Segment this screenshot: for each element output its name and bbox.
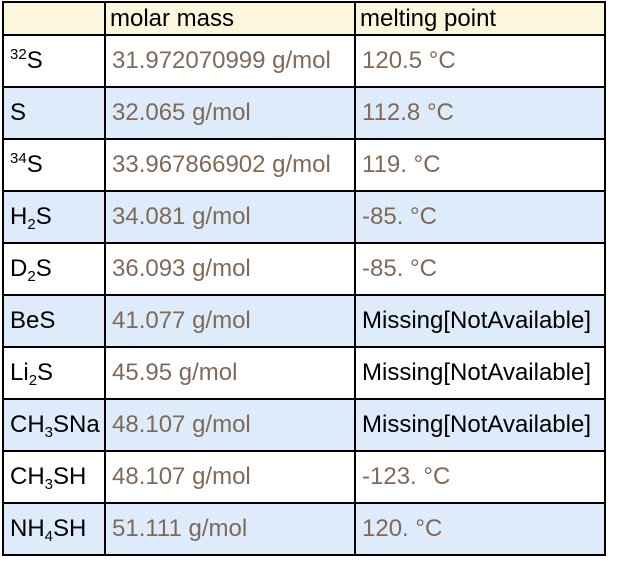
- substance-cell: CH3SNa: [2, 398, 106, 452]
- molar-mass-cell: 32.065 g/mol: [104, 86, 356, 140]
- molar-mass-cell: 48.107 g/mol: [104, 398, 356, 452]
- table-row: NH4SH 51.111 g/mol 120. °C: [2, 502, 606, 556]
- header-melting-point: melting point: [354, 1, 606, 36]
- melting-point-cell: Missing[NotAvailable]: [354, 294, 606, 348]
- formula-text: H: [10, 203, 28, 230]
- formula-text: S: [37, 359, 54, 386]
- formula-text: NH: [10, 515, 45, 542]
- formula-text: CH: [10, 411, 45, 438]
- substance-cell: H2S: [2, 190, 106, 244]
- header-molar-mass: molar mass: [104, 1, 356, 36]
- melting-point-cell: 119. °C: [354, 138, 606, 192]
- formula-subscript: 2: [27, 268, 36, 285]
- melting-point-cell: 120.5 °C: [354, 34, 606, 88]
- melting-point-cell: -85. °C: [354, 242, 606, 296]
- table-row: S 32.065 g/mol 112.8 °C: [2, 86, 606, 140]
- substances-table: molar mass melting point 32S 31.972070999…: [2, 1, 606, 556]
- melting-point-cell: 112.8 °C: [354, 86, 606, 140]
- molar-mass-cell: 45.95 g/mol: [104, 346, 356, 400]
- substance-cell: 34S: [2, 138, 106, 192]
- formula-text: SNa: [53, 411, 100, 438]
- molar-mass-cell: 33.967866902 g/mol: [104, 138, 356, 192]
- substance-cell: 32S: [2, 34, 106, 88]
- melting-point-cell: -85. °C: [354, 190, 606, 244]
- formula-subscript: 3: [44, 424, 54, 441]
- formula-text: S: [35, 255, 52, 282]
- molar-mass-cell: 31.972070999 g/mol: [104, 34, 356, 88]
- formula-text: BeS: [10, 307, 56, 334]
- formula-text: S: [35, 203, 52, 230]
- formula-text: S: [10, 99, 27, 126]
- molar-mass-cell: 34.081 g/mol: [104, 190, 356, 244]
- melting-point-cell: -123. °C: [354, 450, 606, 504]
- table-body: 32S 31.972070999 g/mol 120.5 °C S 32.065 g/m…: [2, 34, 606, 556]
- table-row: 34S 33.967866902 g/mol 119. °C: [2, 138, 606, 192]
- formula-subscript: 2: [27, 216, 36, 233]
- table-row: BeS 41.077 g/mol Missing[NotAvailable]: [2, 294, 606, 348]
- formula-text: Li: [10, 359, 29, 386]
- formula-text: S: [26, 47, 43, 74]
- table-row: D2S 36.093 g/mol -85. °C: [2, 242, 606, 296]
- molar-mass-cell: 51.111 g/mol: [104, 502, 356, 556]
- melting-point-cell: Missing[NotAvailable]: [354, 346, 606, 400]
- table-row: H2S 34.081 g/mol -85. °C: [2, 190, 606, 244]
- formula-text: D: [10, 255, 28, 282]
- table-row: CH3SNa 48.107 g/mol Missing[NotAvailable]: [2, 398, 606, 452]
- substance-cell: CH3SH: [2, 450, 106, 504]
- substance-cell: BeS: [2, 294, 106, 348]
- melting-point-cell: Missing[NotAvailable]: [354, 398, 606, 452]
- table-row: 32S 31.972070999 g/mol 120.5 °C: [2, 34, 606, 88]
- molar-mass-cell: 36.093 g/mol: [104, 242, 356, 296]
- formula-subscript: 3: [44, 476, 54, 493]
- header-row: molar mass melting point: [2, 1, 606, 36]
- formula-text: S: [26, 151, 43, 178]
- substance-cell: Li2S: [2, 346, 106, 400]
- melting-point-cell: 120. °C: [354, 502, 606, 556]
- table-row: Li2S 45.95 g/mol Missing[NotAvailable]: [2, 346, 606, 400]
- isotope-superscript: 34: [10, 150, 27, 167]
- formula-text: SH: [53, 463, 87, 490]
- molar-mass-cell: 48.107 g/mol: [104, 450, 356, 504]
- substance-cell: D2S: [2, 242, 106, 296]
- substance-cell: NH4SH: [2, 502, 106, 556]
- molar-mass-cell: 41.077 g/mol: [104, 294, 356, 348]
- formula-subscript: 4: [44, 528, 54, 545]
- formula-text: CH: [10, 463, 45, 490]
- header-substance: [2, 1, 106, 36]
- substance-cell: S: [2, 86, 106, 140]
- formula-subscript: 2: [28, 372, 38, 389]
- table-row: CH3SH 48.107 g/mol -123. °C: [2, 450, 606, 504]
- formula-text: SH: [53, 515, 87, 542]
- isotope-superscript: 32: [10, 46, 27, 63]
